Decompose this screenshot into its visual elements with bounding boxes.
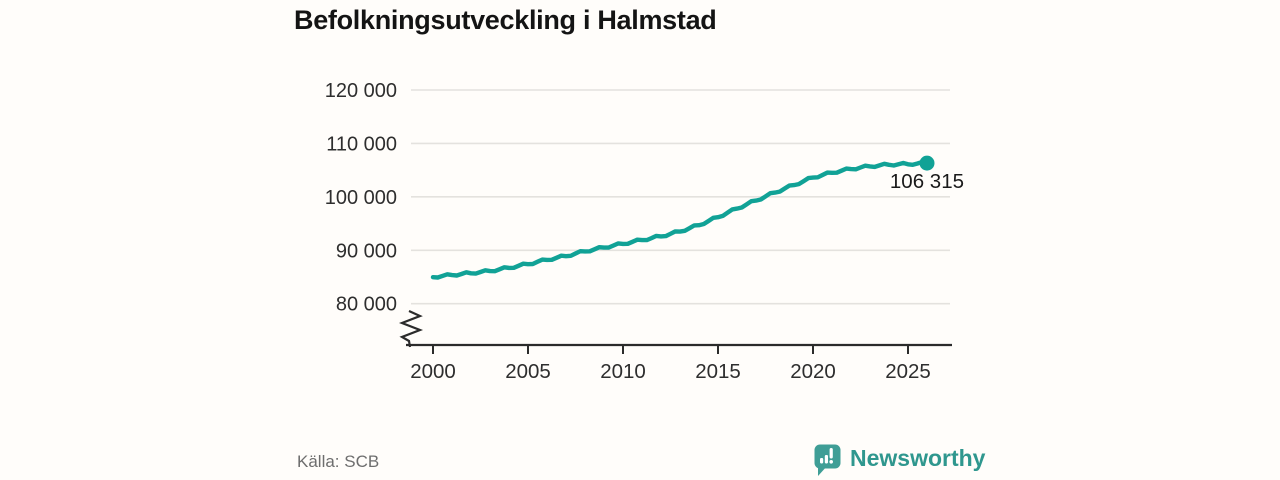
x-tick-label: 2000	[410, 360, 456, 383]
chart-title: Befolkningsutveckling i Halmstad	[294, 5, 717, 35]
x-tick-label: 2025	[885, 360, 931, 383]
end-point-marker	[919, 155, 935, 171]
x-tick-label: 2015	[695, 360, 741, 383]
y-tick-label: 80 000	[336, 294, 397, 316]
y-tick-label: 110 000	[326, 133, 397, 155]
y-tick-label: 120 000	[325, 80, 397, 102]
source-label: Källa: SCB	[297, 452, 380, 471]
population-line	[430, 159, 930, 280]
x-tick-label: 2020	[790, 360, 836, 383]
y-tick-label: 90 000	[336, 240, 397, 262]
axis-break-icon	[398, 309, 424, 348]
newsworthy-logo[interactable]: Newsworthy	[814, 442, 985, 479]
x-tick-label: 2010	[600, 360, 646, 383]
end-value-label: 106 315	[890, 170, 964, 193]
newsworthy-wordmark: Newsworthy	[850, 445, 986, 471]
x-tick-label: 2005	[505, 360, 551, 383]
newsworthy-bubble-chart-icon	[814, 444, 841, 476]
y-tick-label: 100 000	[325, 187, 397, 209]
